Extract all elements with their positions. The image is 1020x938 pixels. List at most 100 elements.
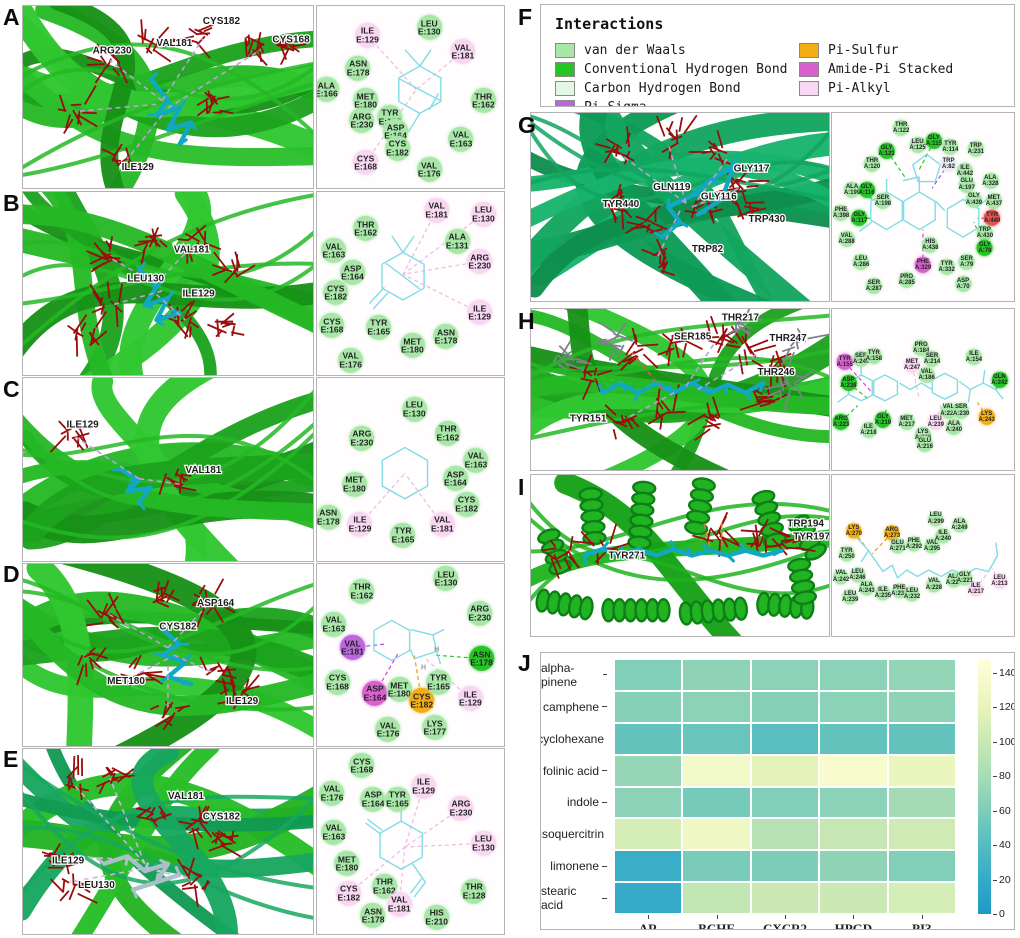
residue-name: ILE — [473, 303, 487, 314]
residue-number: E:165 — [391, 534, 415, 545]
residue-name: SER — [867, 279, 881, 286]
residue-name: LYS — [981, 410, 993, 417]
legend-item: Carbon Hydrogen Bond — [555, 81, 788, 96]
residue-label: ILE A:235 — [875, 586, 891, 598]
heatmap-row-label: indole — [541, 787, 607, 819]
residue-label: THR A:120 — [864, 158, 880, 170]
residue-label: GLY A:121 — [878, 144, 894, 156]
heatmap-cell — [615, 851, 682, 882]
residue-badge: VAL E:181 — [340, 635, 366, 661]
colorbar-tick-label: 100 — [999, 735, 1015, 748]
residue-label: MET E:180 — [388, 681, 411, 698]
residue-label: VAL A:220 — [940, 404, 956, 416]
residue-name: SER — [955, 404, 968, 411]
residue-number: A:430 — [976, 233, 994, 240]
residue-number: E:182 — [337, 892, 361, 903]
residue-name: GLU — [891, 539, 904, 546]
residue-name: TYR — [944, 140, 957, 147]
residue-name: GLN — [993, 373, 1006, 380]
residue-number: E:230 — [449, 807, 473, 818]
panel-E-3d-view: VAL181 CYS182 ILE129 LEU130 — [22, 748, 314, 935]
panel-letter-H: H — [518, 308, 535, 334]
residue-number: A:121 — [878, 150, 895, 157]
residue-name: ILE — [878, 586, 888, 593]
residue-label: LEU A:246 — [849, 569, 865, 581]
residue-label: CYS E:182 — [337, 884, 361, 903]
residue-badge: SER A:287 — [866, 277, 882, 294]
residue-number: E:163 — [322, 831, 346, 842]
residue-number: A:116 — [858, 190, 875, 197]
residue-number: E:165 — [427, 681, 450, 692]
residue-label: GLU A:197 — [959, 178, 975, 190]
residue-label: ALA E:166 — [317, 81, 338, 98]
residue-name: ARG — [885, 526, 899, 533]
residue-label: LEU A:213 — [991, 575, 1007, 587]
residue-name: GLY — [928, 135, 940, 142]
residue-badge: GLY A:121 — [878, 142, 895, 159]
panel-G-3d-view: GLY117 GLY116 GLN119 TYR440 TRP82 TRP430 — [530, 112, 830, 302]
residue-badge: TYR A:250 — [838, 546, 855, 562]
residue-name: LEU — [405, 399, 423, 410]
residue-label: ASN E:178 — [470, 650, 493, 667]
residue-number: A:240 — [945, 426, 963, 433]
residue-number: A:120 — [863, 163, 881, 170]
residue-number: A:332 — [938, 267, 955, 274]
residue-3d-label: CYS182 — [203, 811, 241, 822]
residue-3d-label: TYR151 — [570, 414, 607, 425]
panel-letter-A: A — [3, 4, 20, 30]
residue-name: VAL — [467, 450, 485, 461]
panel-letter-J: J — [518, 650, 531, 676]
residue-number: A:246 — [849, 574, 866, 581]
residue-3d-label: TYR440 — [603, 199, 640, 210]
residue-badge: TYR A:155 — [837, 354, 853, 371]
heatmap-cell — [751, 660, 819, 690]
residue-3d-label: VAL181 — [156, 38, 192, 49]
residue-number: E:162 — [350, 590, 374, 601]
heatmap-cell — [888, 883, 955, 913]
residue-badge: LEU A:299 — [928, 510, 944, 526]
residue-3d-label: TYR197 — [793, 531, 829, 542]
residue-circle — [958, 176, 975, 193]
legend-label: van der Waals — [584, 43, 686, 58]
residue-circle — [319, 313, 345, 339]
residue-number: E:180 — [354, 99, 377, 110]
residue-number: E:181 — [425, 209, 449, 220]
residue-label: VAL E:181 — [452, 43, 475, 60]
residue-3d-label: TRP194 — [787, 519, 824, 530]
residue-number: A:221 — [956, 578, 974, 585]
residue-name: TYR — [394, 525, 412, 536]
residue-number: E:176 — [376, 728, 400, 739]
residue-label: SER A:287 — [866, 280, 882, 292]
residue-number: E:181 — [430, 523, 454, 534]
residue-name: PHE — [834, 206, 848, 213]
residue-badge: ILE E:129 — [354, 22, 380, 48]
legend-label: Pi-Alkyl — [828, 81, 891, 96]
residue-badge: CYS E:168 — [349, 753, 375, 779]
residue-name: TRP — [942, 157, 955, 164]
residue-circle — [890, 538, 906, 554]
residue-circle — [984, 210, 1001, 227]
residue-name: TYR — [370, 317, 388, 328]
residue-circle — [384, 786, 410, 812]
residue-number: A:437 — [985, 201, 1003, 208]
residue-name: ASN — [364, 905, 383, 916]
panel-C-3d-view: ILE129 VAL181 — [22, 377, 314, 562]
residue-name: ILE — [960, 165, 970, 172]
residue-label: ARG A:273 — [884, 527, 900, 539]
residue-number: E:130 — [417, 26, 441, 37]
legend-item: van der Waals — [555, 43, 788, 58]
residue-badge: HIS A:438 — [922, 236, 938, 253]
residue-name: LEU — [855, 255, 868, 262]
residue-badge: THR E:128 — [461, 878, 487, 904]
residue-name: THR — [356, 218, 375, 229]
residue-badge: VAL A:242 — [833, 568, 849, 584]
residue-3d-label: CYS182 — [159, 622, 197, 633]
residue-circle — [957, 570, 973, 586]
residue-circle — [874, 193, 891, 210]
residue-label: LEU E:130 — [472, 205, 495, 222]
residue-badge: LEU A:239 — [928, 413, 944, 430]
residue-name: ASN — [319, 507, 338, 518]
residue-name: LEU — [844, 591, 857, 598]
legend-swatch — [555, 81, 575, 96]
